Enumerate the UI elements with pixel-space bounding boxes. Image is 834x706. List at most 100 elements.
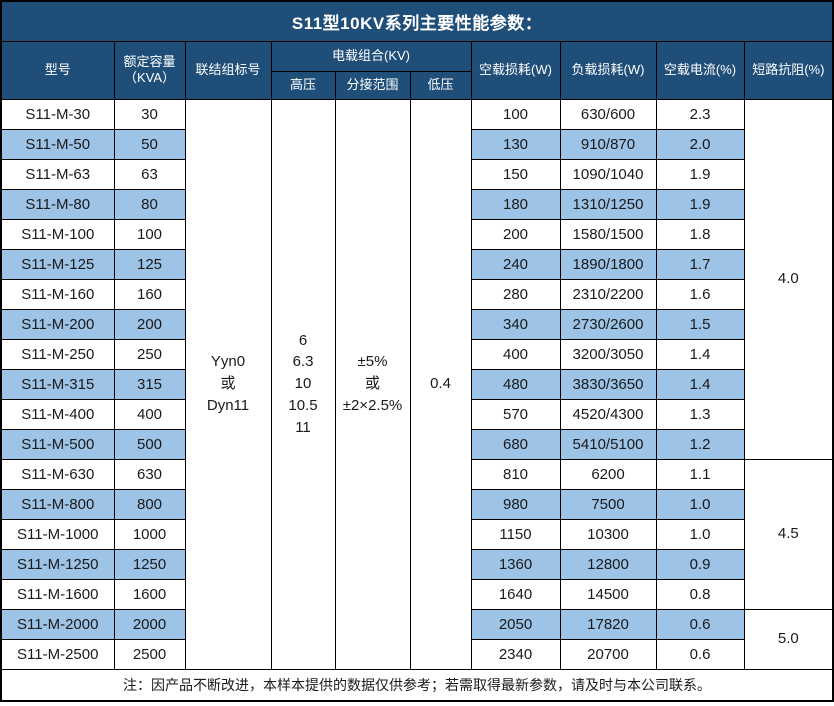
no-load-current-cell: 1.9 bbox=[655, 158, 745, 190]
no-load-loss-cell: 570 bbox=[470, 398, 561, 430]
no-load-loss-cell: 1640 bbox=[470, 578, 561, 610]
table-row: S11-M-200 200 340 2730/2600 1.5 bbox=[0, 308, 833, 340]
note-row: 注：因产品不断改进，本样本提供的数据仅供参考；若需取得最新参数，请及时与本公司联… bbox=[0, 668, 834, 702]
table-row: S11-M-1600 1600 1640 14500 0.8 bbox=[0, 578, 833, 610]
col-header-voltage-combo: 电载组合(KV) bbox=[270, 40, 472, 72]
model-cell: S11-M-80 bbox=[0, 188, 115, 220]
no-load-current-cell: 0.8 bbox=[655, 578, 745, 610]
load-loss-cell: 17820 bbox=[559, 608, 657, 640]
capacity-cell: 250 bbox=[113, 338, 186, 370]
load-loss-cell: 910/870 bbox=[559, 128, 657, 160]
capacity-cell: 125 bbox=[113, 248, 186, 280]
impedance-merged-cell: 5.0 bbox=[743, 608, 834, 670]
no-load-loss-cell: 400 bbox=[470, 338, 561, 370]
no-load-loss-cell: 1360 bbox=[470, 548, 561, 580]
table-row: S11-M-2000 2000 2050 17820 0.6 5.0 bbox=[0, 608, 834, 670]
table-row: S11-M-100 100 200 1580/1500 1.8 bbox=[0, 218, 833, 250]
no-load-loss-cell: 980 bbox=[470, 488, 561, 520]
capacity-cell: 63 bbox=[113, 158, 186, 190]
page-title: S11型10KV系列主要性能参数： bbox=[0, 0, 834, 42]
header-row-2: 高压 分接范围 低压 bbox=[1, 70, 833, 100]
capacity-cell: 1250 bbox=[113, 548, 186, 580]
table-row: S11-M-400 400 570 4520/4300 1.3 bbox=[0, 398, 833, 430]
capacity-cell: 2500 bbox=[113, 638, 186, 670]
capacity-cell: 160 bbox=[113, 278, 186, 310]
no-load-current-cell: 2.3 bbox=[655, 98, 745, 130]
table-row: S11-M-80 80 180 1310/1250 1.9 bbox=[0, 188, 833, 220]
hv-merged-cell: 6 6.3 10 10.5 11 bbox=[270, 98, 336, 670]
no-load-current-cell: 1.0 bbox=[655, 488, 745, 520]
col-header-connection: 联结组标号 bbox=[184, 40, 272, 100]
no-load-current-cell: 1.9 bbox=[655, 188, 745, 220]
table-row: S11-M-1000 1000 1150 10300 1.0 bbox=[0, 518, 833, 550]
col-header-no-load-current: 空载电流(%) bbox=[655, 40, 745, 100]
footer-note: 注：因产品不断改进，本样本提供的数据仅供参考；若需取得最新参数，请及时与本公司联… bbox=[0, 668, 834, 702]
load-loss-cell: 6200 bbox=[559, 458, 657, 490]
load-loss-cell: 1090/1040 bbox=[559, 158, 657, 190]
table-row: S11-M-500 500 680 5410/5100 1.2 bbox=[0, 428, 833, 460]
no-load-current-cell: 1.8 bbox=[655, 218, 745, 250]
tap-range-merged-cell: ±5% 或 ±2×2.5% bbox=[334, 98, 411, 670]
no-load-loss-cell: 2050 bbox=[470, 608, 561, 640]
model-cell: S11-M-2500 bbox=[0, 638, 115, 670]
no-load-current-cell: 1.4 bbox=[655, 368, 745, 400]
load-loss-cell: 1580/1500 bbox=[559, 218, 657, 250]
model-cell: S11-M-63 bbox=[0, 158, 115, 190]
no-load-loss-cell: 200 bbox=[470, 218, 561, 250]
table-row: S11-M-125 125 240 1890/1800 1.7 bbox=[0, 248, 833, 280]
table-row: S11-M-160 160 280 2310/2200 1.6 bbox=[0, 278, 833, 310]
no-load-loss-cell: 340 bbox=[470, 308, 561, 340]
no-load-current-cell: 1.6 bbox=[655, 278, 745, 310]
load-loss-cell: 630/600 bbox=[559, 98, 657, 130]
capacity-cell: 315 bbox=[113, 368, 186, 400]
load-loss-cell: 7500 bbox=[559, 488, 657, 520]
load-loss-cell: 3200/3050 bbox=[559, 338, 657, 370]
table-row: S11-M-315 315 480 3830/3650 1.4 bbox=[0, 368, 833, 400]
col-header-model: 型号 bbox=[0, 40, 115, 100]
model-cell: S11-M-50 bbox=[0, 128, 115, 160]
model-cell: S11-M-630 bbox=[0, 458, 115, 490]
load-loss-cell: 1890/1800 bbox=[559, 248, 657, 280]
no-load-loss-cell: 240 bbox=[470, 248, 561, 280]
capacity-cell: 100 bbox=[113, 218, 186, 250]
no-load-loss-cell: 2340 bbox=[470, 638, 561, 670]
capacity-cell: 50 bbox=[113, 128, 186, 160]
no-load-loss-cell: 180 bbox=[470, 188, 561, 220]
impedance-merged-cell: 4.0 bbox=[743, 98, 834, 460]
table-body: S11-M-30 30 Yyn0 或 Dyn11 6 6.3 10 10.5 11 ±5… bbox=[0, 98, 834, 670]
load-loss-cell: 4520/4300 bbox=[559, 398, 657, 430]
col-header-lv: 低压 bbox=[409, 70, 472, 100]
no-load-current-cell: 0.6 bbox=[655, 608, 745, 640]
no-load-loss-cell: 130 bbox=[470, 128, 561, 160]
load-loss-cell: 20700 bbox=[559, 638, 657, 670]
model-cell: S11-M-1000 bbox=[0, 518, 115, 550]
col-header-load-loss: 负载损耗(W) bbox=[559, 40, 657, 100]
table-row: S11-M-1250 1250 1360 12800 0.9 bbox=[0, 548, 833, 580]
no-load-current-cell: 1.1 bbox=[655, 458, 745, 490]
load-loss-cell: 14500 bbox=[559, 578, 657, 610]
model-cell: S11-M-250 bbox=[0, 338, 115, 370]
table-row: S11-M-800 800 980 7500 1.0 bbox=[0, 488, 833, 520]
capacity-cell: 800 bbox=[113, 488, 186, 520]
model-cell: S11-M-125 bbox=[0, 248, 115, 280]
model-cell: S11-M-100 bbox=[0, 218, 115, 250]
col-header-hv: 高压 bbox=[270, 70, 336, 100]
load-loss-cell: 3830/3650 bbox=[559, 368, 657, 400]
no-load-current-cell: 0.6 bbox=[655, 638, 745, 670]
model-cell: S11-M-160 bbox=[0, 278, 115, 310]
load-loss-cell: 2730/2600 bbox=[559, 308, 657, 340]
lv-merged-cell: 0.4 bbox=[409, 98, 472, 670]
no-load-current-cell: 1.7 bbox=[655, 248, 745, 280]
no-load-current-cell: 2.0 bbox=[655, 128, 745, 160]
no-load-loss-cell: 480 bbox=[470, 368, 561, 400]
no-load-current-cell: 1.0 bbox=[655, 518, 745, 550]
model-cell: S11-M-30 bbox=[0, 98, 115, 130]
load-loss-cell: 1310/1250 bbox=[559, 188, 657, 220]
capacity-cell: 1600 bbox=[113, 578, 186, 610]
model-cell: S11-M-800 bbox=[0, 488, 115, 520]
load-loss-cell: 2310/2200 bbox=[559, 278, 657, 310]
no-load-current-cell: 1.4 bbox=[655, 338, 745, 370]
no-load-loss-cell: 810 bbox=[470, 458, 561, 490]
